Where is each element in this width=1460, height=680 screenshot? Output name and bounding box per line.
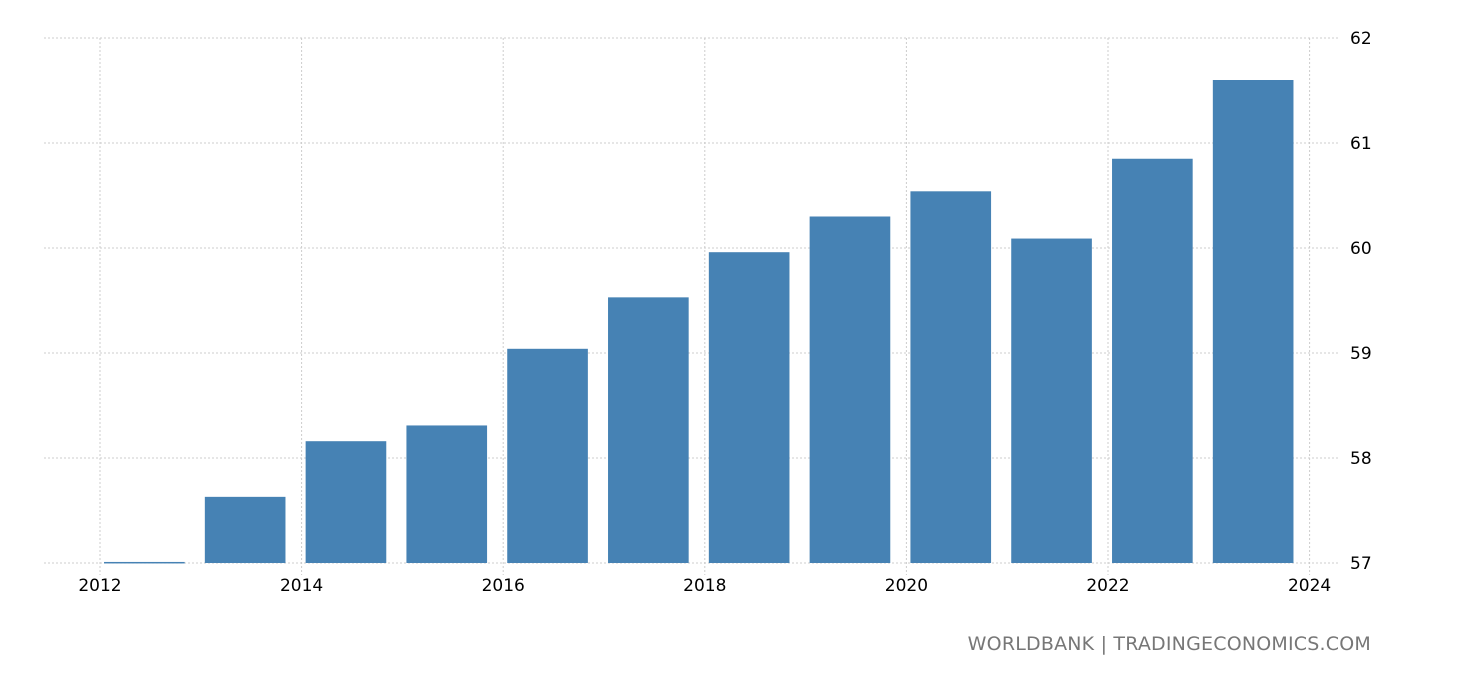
y-tick-label: 59 bbox=[1350, 344, 1372, 364]
bar-2018 bbox=[708, 252, 790, 563]
bar-2021 bbox=[1011, 238, 1092, 564]
x-tick-label: 2016 bbox=[482, 576, 525, 596]
bar-2023 bbox=[1212, 80, 1294, 563]
y-tick-label: 61 bbox=[1350, 134, 1372, 154]
bar-2015 bbox=[406, 425, 488, 563]
y-tick-label: 58 bbox=[1350, 449, 1372, 469]
bar-2012 bbox=[104, 561, 185, 564]
y-tick-label: 60 bbox=[1350, 239, 1372, 259]
x-tick-label: 2014 bbox=[280, 576, 323, 596]
bar-2017 bbox=[608, 297, 689, 563]
bar-2022 bbox=[1112, 158, 1193, 563]
source-label: WORLDBANK | TRADINGECONOMICS.COM bbox=[967, 633, 1371, 655]
y-tick-label: 57 bbox=[1350, 554, 1372, 574]
x-tick-label: 2022 bbox=[1086, 576, 1129, 596]
bar-2019 bbox=[809, 216, 891, 563]
x-tick-label: 2024 bbox=[1288, 576, 1331, 596]
bar-2016 bbox=[507, 348, 588, 563]
x-tick-label: 2012 bbox=[78, 576, 121, 596]
x-tick-label: 2020 bbox=[885, 576, 928, 596]
x-tick-label: 2018 bbox=[683, 576, 726, 596]
bar-2014 bbox=[305, 441, 387, 563]
bar-2013 bbox=[204, 496, 286, 563]
bar-2020 bbox=[910, 191, 992, 564]
y-tick-label: 62 bbox=[1350, 29, 1372, 49]
